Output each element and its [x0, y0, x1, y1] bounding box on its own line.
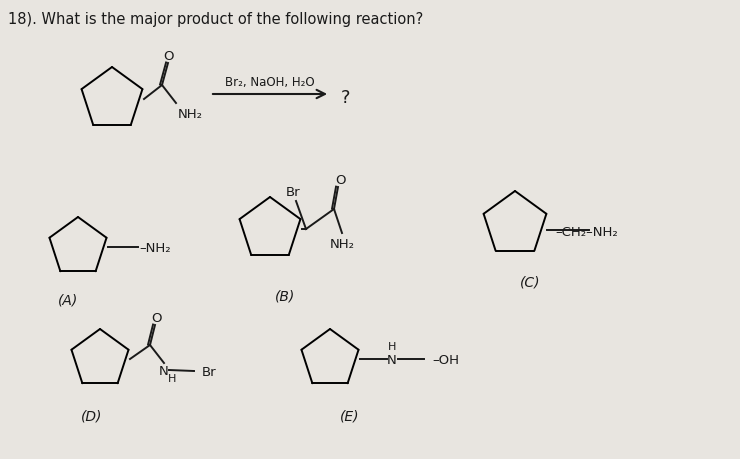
Text: ?: ?: [341, 89, 351, 107]
Text: (B): (B): [275, 289, 295, 303]
Text: Br: Br: [202, 366, 217, 379]
Text: 18). What is the major product of the following reaction?: 18). What is the major product of the fo…: [8, 12, 423, 27]
Text: H: H: [388, 341, 396, 351]
Text: NH₂: NH₂: [329, 237, 354, 251]
Text: (C): (C): [519, 274, 540, 288]
Text: N: N: [387, 354, 397, 367]
Text: –OH: –OH: [432, 354, 459, 367]
Text: H: H: [168, 373, 176, 383]
Text: (D): (D): [81, 409, 103, 423]
Text: NH₂: NH₂: [178, 108, 203, 121]
Text: Br: Br: [286, 186, 300, 199]
Text: (A): (A): [58, 292, 78, 306]
Text: O: O: [334, 173, 346, 186]
Text: O: O: [152, 311, 162, 324]
Text: (E): (E): [340, 409, 360, 423]
Text: –CH₂–NH₂: –CH₂–NH₂: [556, 226, 618, 239]
Text: –NH₂: –NH₂: [139, 242, 171, 255]
Text: N: N: [159, 364, 169, 377]
Text: Br₂, NaOH, H₂O: Br₂, NaOH, H₂O: [225, 75, 314, 88]
Text: O: O: [164, 50, 174, 62]
